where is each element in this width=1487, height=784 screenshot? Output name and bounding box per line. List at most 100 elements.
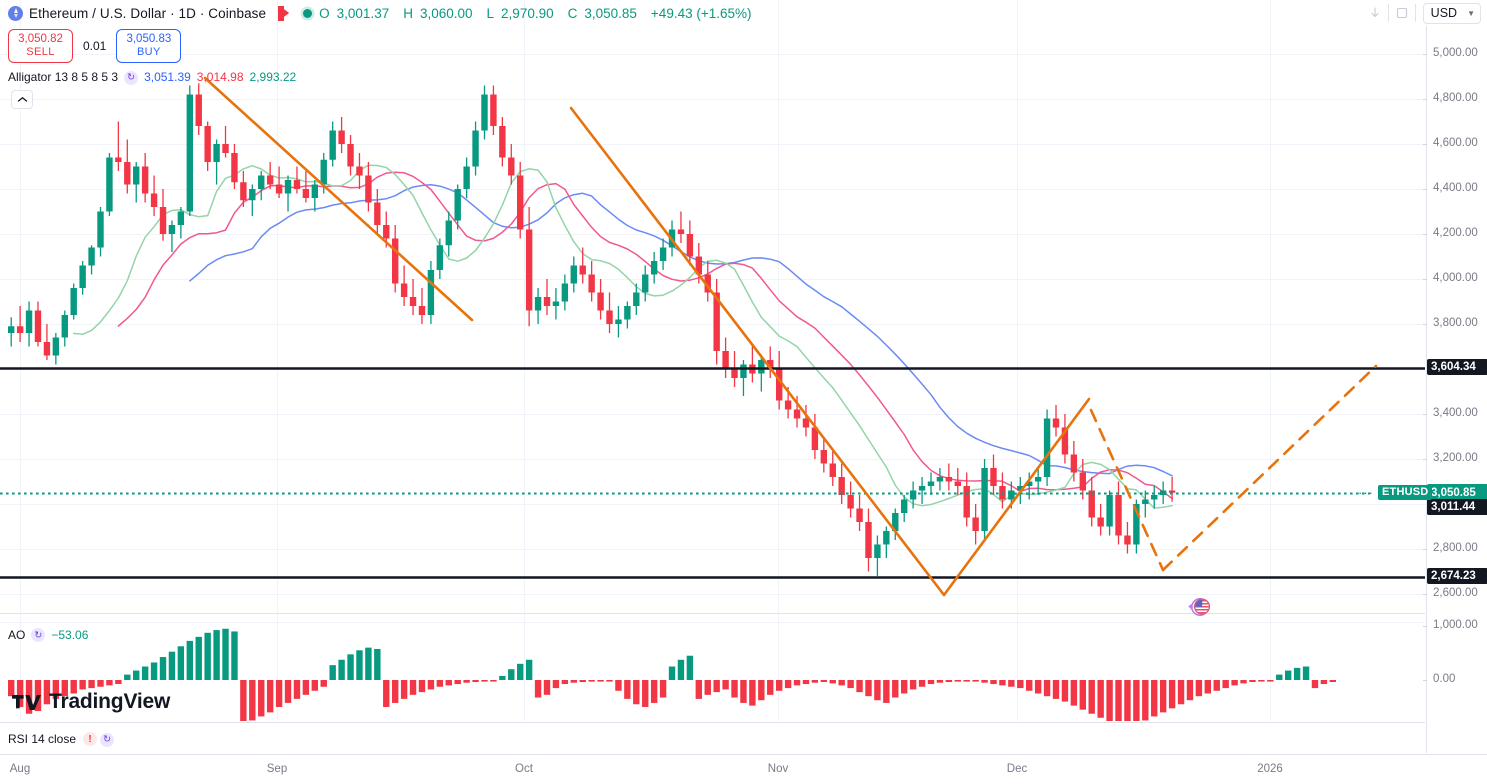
price-label-2600: 2,600.00 bbox=[1433, 587, 1478, 599]
alligator-value-3: 2,993.22 bbox=[249, 70, 297, 84]
download-icon[interactable] bbox=[1364, 2, 1386, 24]
ao-legend[interactable]: AO ↻ −53.06 bbox=[8, 627, 89, 643]
open-key: O bbox=[319, 5, 330, 21]
sell-button[interactable]: 3,050.82 SELL bbox=[8, 29, 73, 63]
time-label-nov: Nov bbox=[767, 763, 789, 775]
axis-tick bbox=[1423, 549, 1427, 550]
refresh-icon[interactable]: ↻ bbox=[124, 69, 139, 85]
price-label-5000: 5,000.00 bbox=[1433, 47, 1478, 59]
price-plot bbox=[0, 0, 1425, 612]
refresh-icon[interactable]: ↻ bbox=[100, 731, 115, 747]
alligator-value-1: 3,051.39 bbox=[144, 70, 191, 84]
ao-plot bbox=[0, 614, 1425, 721]
alligator-legend[interactable]: Alligator 13 8 5 8 5 3 ↻ 3,051.39 3,014.… bbox=[8, 69, 296, 85]
change-value: +49.43 (+1.65%) bbox=[650, 5, 752, 21]
open-value: 3,001.37 bbox=[336, 5, 390, 21]
axis-tick bbox=[1423, 414, 1427, 415]
price-label-4200: 4,200.00 bbox=[1433, 227, 1478, 239]
warning-icon[interactable]: ! bbox=[83, 732, 98, 746]
ethereum-logo-icon bbox=[8, 5, 23, 21]
axis-tick bbox=[1423, 99, 1427, 100]
close-key: C bbox=[567, 5, 578, 21]
price-label-4000: 4,000.00 bbox=[1433, 272, 1478, 284]
time-label-sep: Sep bbox=[266, 763, 288, 775]
time-label-2026: 2026 bbox=[1257, 763, 1283, 775]
axis-tick bbox=[1423, 594, 1427, 595]
divider bbox=[1387, 4, 1389, 22]
price-axis[interactable]: 5,000.00 4,800.00 4,600.00 4,400.00 4,200.00… bbox=[1423, 26, 1487, 753]
axis-tick bbox=[1423, 234, 1427, 235]
buy-price: 3,050.83 bbox=[126, 33, 172, 46]
sell-label: SELL bbox=[26, 46, 55, 59]
currency-value: USD bbox=[1430, 6, 1458, 20]
price-label-3800: 3,800.00 bbox=[1433, 317, 1478, 329]
low-value: 2,970.90 bbox=[501, 5, 554, 21]
previous-close-badge[interactable]: 3,011.44 bbox=[1427, 499, 1487, 516]
time-label-oct: Oct bbox=[515, 763, 533, 775]
spread-value: 0.01 bbox=[83, 39, 107, 53]
axis-tick bbox=[1423, 626, 1427, 627]
close-value: 3,050.85 bbox=[584, 5, 637, 21]
buy-label: BUY bbox=[136, 46, 161, 59]
chevron-down-icon: ▼ bbox=[1467, 8, 1475, 18]
chart-header: Ethereum / U.S. Dollar · 1D · Coinbase O… bbox=[0, 0, 1487, 26]
time-label-aug: Aug bbox=[9, 763, 31, 775]
pane-divider bbox=[0, 613, 1425, 614]
pane-divider bbox=[0, 722, 1425, 723]
buy-button[interactable]: 3,050.83 BUY bbox=[116, 29, 182, 63]
axis-tick bbox=[1423, 144, 1427, 145]
axis-tick bbox=[1423, 54, 1427, 55]
high-key: H bbox=[403, 5, 413, 21]
main-price-pane[interactable] bbox=[0, 0, 1425, 612]
axis-tick bbox=[1423, 324, 1427, 325]
ao-name: AO bbox=[8, 627, 26, 642]
ao-label-0: 0.00 bbox=[1433, 673, 1456, 685]
rsi-name: RSI 14 close bbox=[8, 732, 77, 746]
ohlc-values: O 3,001.37 H 3,060.00 L 2,970.90 C 3,050.85 … bbox=[319, 6, 758, 21]
high-value: 3,060.00 bbox=[419, 5, 473, 21]
axis-tick bbox=[1423, 189, 1427, 190]
symbol-title[interactable]: Ethereum / U.S. Dollar · 1D · Coinbase bbox=[29, 5, 267, 21]
support-price-badge[interactable]: 2,674.23 bbox=[1427, 568, 1487, 585]
time-label-dec: Dec bbox=[1006, 763, 1028, 775]
header-right-tools: USD ▼ bbox=[1364, 0, 1487, 26]
divider bbox=[1414, 4, 1416, 22]
rsi-pane[interactable] bbox=[0, 723, 1425, 753]
alligator-value-2: 3,014.98 bbox=[196, 70, 244, 84]
tradingview-watermark: TradingView bbox=[12, 690, 170, 714]
resistance-badge-value: 3,604.34 bbox=[1431, 361, 1476, 374]
resistance-price-badge[interactable]: 3,604.34 bbox=[1427, 359, 1487, 376]
tradingview-logo-icon bbox=[12, 694, 41, 710]
collapse-pane-button[interactable] bbox=[11, 90, 33, 109]
symbol-price-tag[interactable]: ETHUSD bbox=[1378, 484, 1433, 500]
ao-pane[interactable] bbox=[0, 614, 1425, 721]
ao-value: −53.06 bbox=[51, 627, 89, 642]
axis-tick bbox=[1423, 459, 1427, 460]
price-label-3400: 3,400.00 bbox=[1433, 407, 1478, 419]
price-label-4400: 4,400.00 bbox=[1433, 182, 1478, 194]
trade-panel: 3,050.82 SELL 0.01 3,050.83 BUY bbox=[8, 29, 182, 63]
currency-selector[interactable]: USD ▼ bbox=[1422, 2, 1481, 24]
us-economic-event-icon[interactable] bbox=[1184, 595, 1212, 619]
price-label-4800: 4,800.00 bbox=[1433, 92, 1478, 104]
time-axis[interactable]: Aug Sep Oct Nov Dec 2026 bbox=[0, 754, 1487, 784]
price-label-4600: 4,600.00 bbox=[1433, 137, 1478, 149]
candlestick-icon[interactable] bbox=[278, 5, 290, 21]
sell-price: 3,050.82 bbox=[18, 33, 63, 46]
price-line-dots: ··· bbox=[1358, 484, 1374, 500]
series-color-dot bbox=[303, 8, 313, 18]
price-label-3200: 3,200.00 bbox=[1433, 452, 1478, 464]
watermark-text: TradingView bbox=[49, 690, 171, 713]
refresh-icon[interactable]: ↻ bbox=[31, 627, 46, 643]
alligator-name: Alligator 13 8 5 8 5 3 bbox=[8, 70, 119, 84]
rsi-legend[interactable]: RSI 14 close ! ↻ bbox=[8, 731, 115, 747]
support-badge-value: 2,674.23 bbox=[1431, 570, 1476, 583]
current-price-value: 3,050.85 bbox=[1431, 486, 1476, 499]
previous-close-value: 3,011.44 bbox=[1431, 501, 1476, 514]
ao-label-1000: 1,000.00 bbox=[1433, 619, 1478, 631]
price-label-2800: 2,800.00 bbox=[1433, 542, 1478, 554]
axis-tick bbox=[1423, 680, 1427, 681]
square-icon[interactable] bbox=[1391, 2, 1413, 24]
axis-tick bbox=[1423, 279, 1427, 280]
